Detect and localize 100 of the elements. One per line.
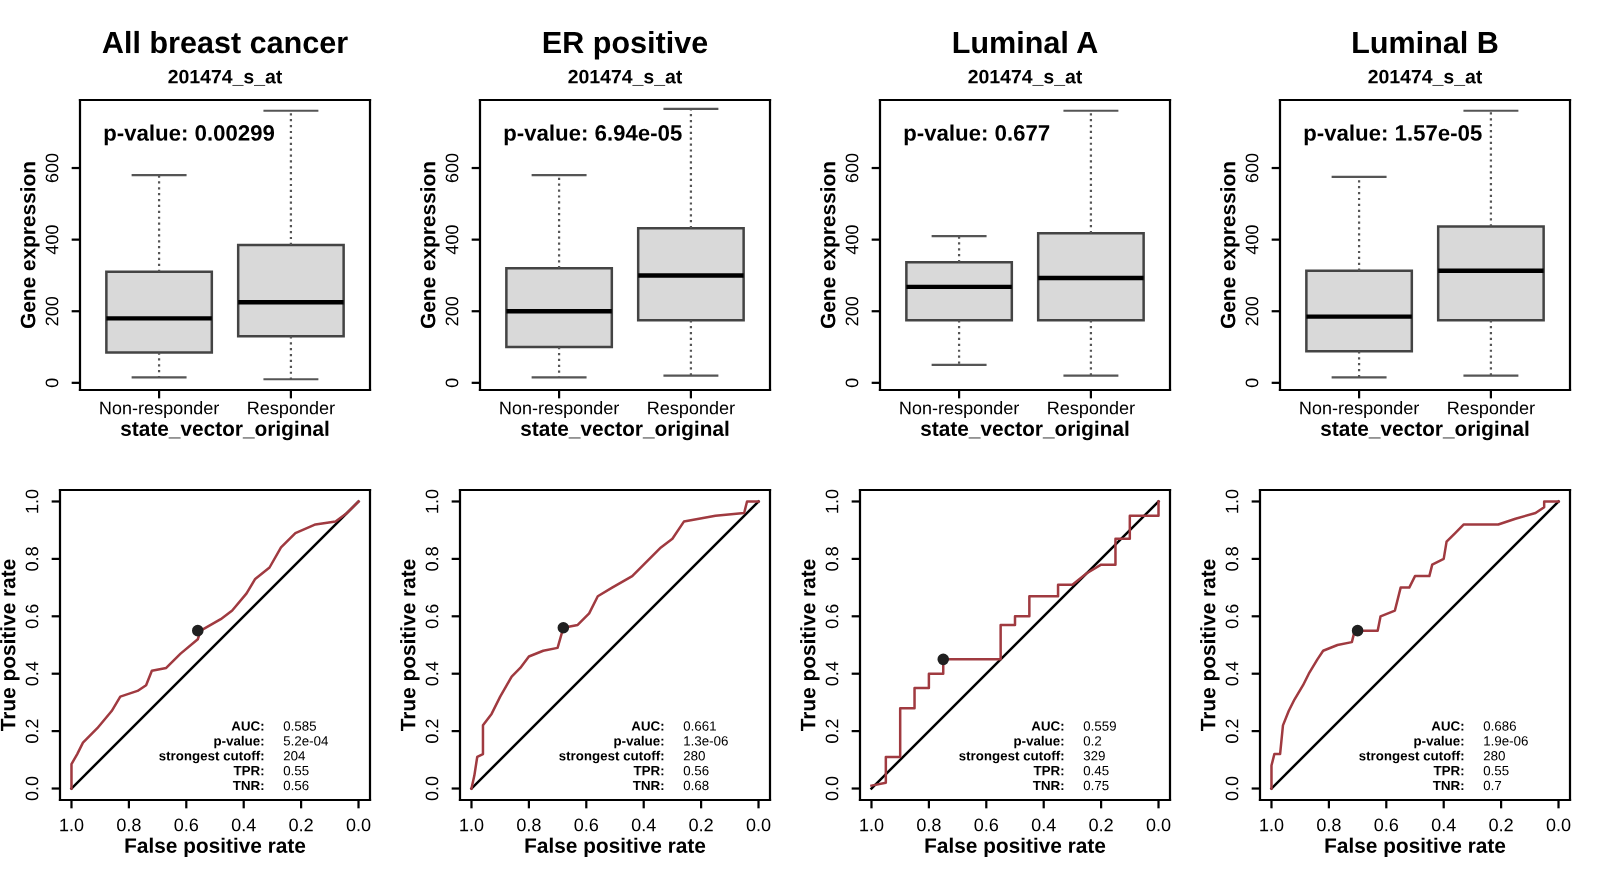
y-tick-label: 200 [445, 296, 459, 326]
y-tick-label: 600 [1245, 153, 1259, 183]
x-tick-label: 1.0 [860, 818, 884, 832]
annotation: p-value: 0.677 [904, 124, 1050, 146]
x-axis-title: state_vector_original [920, 420, 1129, 441]
x-tick-label: 0.6 [174, 818, 199, 832]
x-tick-label: 0.4 [631, 818, 656, 832]
y-tick-label: 0 [45, 378, 59, 388]
y-tick-label: 0.0 [1225, 776, 1239, 801]
x-tick-label: Responder [1048, 401, 1135, 418]
x-axis-title: False positive rate [525, 837, 706, 858]
x-tick-label: Non-responder [500, 401, 620, 418]
y-axis-title: Gene expression [820, 162, 840, 329]
y-tick-label: 400 [45, 225, 59, 255]
y-tick-label: 1.0 [1225, 489, 1239, 513]
annotation: p-value: 0.00299 [104, 124, 275, 146]
y-tick-label: 1.0 [425, 489, 439, 513]
y-tick-label: 0.2 [1225, 719, 1239, 743]
y-axis-title: True positive rate [0, 559, 20, 732]
y-tick-label: 0.8 [25, 547, 39, 571]
y-tick-label: 0.6 [1225, 604, 1239, 629]
y-tick-label: 0.2 [825, 719, 839, 743]
x-tick-label: Responder [248, 401, 335, 418]
y-tick-label: 0 [845, 378, 859, 388]
chart-title: All breast cancer [102, 30, 348, 54]
y-axis-title: True positive rate [400, 559, 420, 732]
y-tick-label: 0.6 [825, 604, 839, 629]
y-tick-label: 0.4 [425, 661, 439, 686]
y-axis-title: Gene expression [20, 162, 40, 329]
y-tick-label: 0.8 [425, 547, 439, 571]
x-tick-label: 0.8 [1317, 818, 1341, 832]
y-tick-label: 200 [845, 296, 859, 326]
y-tick-label: 0.4 [825, 661, 839, 686]
x-tick-label: Non-responder [1300, 401, 1420, 418]
x-tick-label: Non-responder [100, 401, 220, 418]
y-tick-label: 0.0 [25, 776, 39, 801]
y-tick-label: 0.4 [1225, 661, 1239, 686]
y-tick-label: 0.6 [25, 604, 39, 629]
y-axis-title: True positive rate [1200, 559, 1220, 732]
x-tick-label: 0.6 [1374, 818, 1399, 832]
chart-title: Luminal A [953, 30, 1098, 54]
y-tick-label: 600 [45, 153, 59, 183]
x-axis-title: False positive rate [925, 837, 1106, 858]
y-tick-label: 0.0 [825, 776, 839, 801]
x-tick-label: 1.0 [60, 818, 84, 832]
x-axis-title: state_vector_original [1320, 420, 1529, 441]
x-tick-label: 0.2 [1089, 818, 1113, 832]
y-tick-label: 600 [445, 153, 459, 183]
y-axis-title: True positive rate [800, 559, 820, 732]
x-tick-label: 0.4 [1031, 818, 1056, 832]
x-axis-title: False positive rate [125, 837, 306, 858]
y-tick-label: 0.0 [425, 776, 439, 801]
x-tick-label: 1.0 [460, 818, 484, 832]
x-tick-label: 1.0 [1260, 818, 1284, 832]
y-tick-label: 0.2 [425, 719, 439, 743]
y-tick-label: 0.2 [25, 719, 39, 743]
x-tick-label: 0.8 [117, 818, 141, 832]
chart-subtitle: 201474_s_at [1368, 69, 1483, 86]
x-tick-label: 0.0 [346, 818, 371, 832]
x-tick-label: Responder [648, 401, 735, 418]
x-tick-label: 0.8 [517, 818, 541, 832]
x-tick-label: 0.2 [289, 818, 313, 832]
x-tick-label: 0.0 [746, 818, 771, 832]
x-tick-label: 0.2 [1489, 818, 1513, 832]
chart-subtitle: 201474_s_at [568, 69, 683, 86]
x-tick-label: Non-responder [900, 401, 1020, 418]
y-tick-label: 1.0 [25, 489, 39, 513]
x-axis-title: False positive rate [1325, 837, 1506, 858]
y-tick-label: 600 [845, 153, 859, 183]
x-tick-label: 0.8 [917, 818, 941, 832]
x-tick-label: 0.2 [689, 818, 713, 832]
x-axis-title: state_vector_original [520, 420, 729, 441]
x-tick-label: 0.0 [1546, 818, 1571, 832]
x-tick-label: 0.6 [574, 818, 599, 832]
x-axis-title: state_vector_original [120, 420, 329, 441]
y-tick-label: 200 [45, 296, 59, 326]
y-tick-label: 1.0 [825, 489, 839, 513]
chart-subtitle: 201474_s_at [168, 69, 283, 86]
x-tick-label: 0.4 [231, 818, 256, 832]
x-tick-label: 0.4 [1431, 818, 1456, 832]
y-tick-label: 0.4 [25, 661, 39, 686]
annotation: p-value: 6.94e-05 [504, 124, 682, 146]
annotation: p-value: 1.57e-05 [1304, 124, 1482, 146]
y-tick-label: 200 [1245, 296, 1259, 326]
y-tick-label: 400 [445, 225, 459, 255]
x-tick-label: Responder [1448, 401, 1535, 418]
y-tick-label: 400 [1245, 225, 1259, 255]
y-axis-title: Gene expression [1220, 162, 1240, 329]
y-tick-label: 0.8 [1225, 547, 1239, 571]
chart-title: ER positive [543, 30, 708, 60]
chart-title: Luminal B [1353, 30, 1498, 54]
y-tick-label: 0 [445, 378, 459, 388]
y-tick-label: 400 [845, 225, 859, 255]
x-tick-label: 0.0 [1146, 818, 1171, 832]
y-axis-title: Gene expression [420, 162, 440, 329]
y-tick-label: 0.6 [425, 604, 439, 629]
y-tick-label: 0.8 [825, 547, 839, 571]
chart-subtitle: 201474_s_at [968, 69, 1083, 86]
x-tick-label: 0.6 [974, 818, 999, 832]
y-tick-label: 0 [1245, 378, 1259, 388]
